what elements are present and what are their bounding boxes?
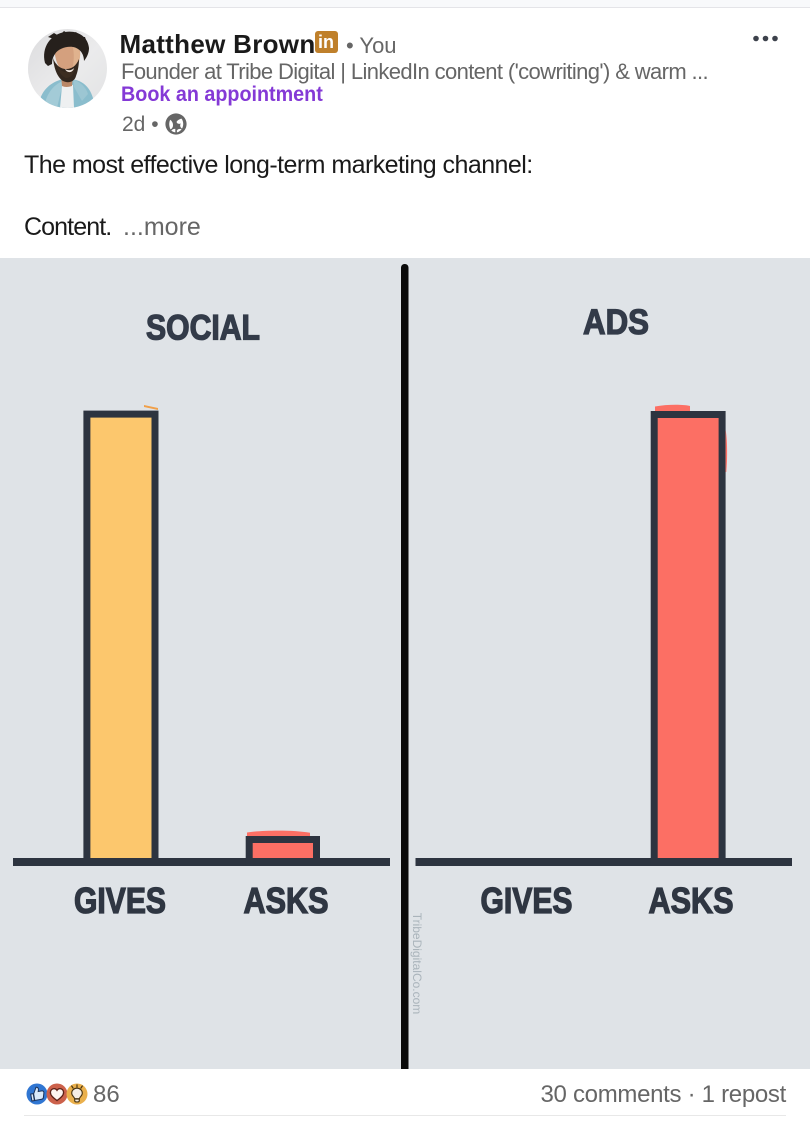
svg-text:ASKS: ASKS	[244, 880, 329, 921]
svg-text:GIVES: GIVES	[481, 880, 573, 921]
svg-text:SOCIAL: SOCIAL	[146, 309, 260, 348]
svg-text:ASKS: ASKS	[649, 880, 734, 921]
svg-text:TribeDigitalCo.com: TribeDigitalCo.com	[410, 913, 424, 1015]
svg-text:ADS: ADS	[583, 303, 649, 342]
svg-text:GIVES: GIVES	[74, 880, 166, 921]
